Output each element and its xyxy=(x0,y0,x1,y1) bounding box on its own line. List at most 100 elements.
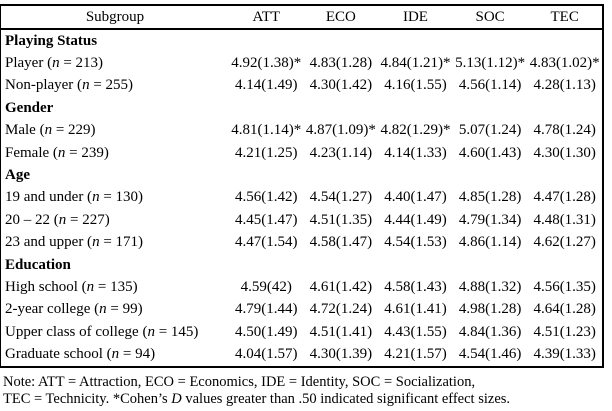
mean-sd-value: 4.54(1.53) xyxy=(384,234,447,251)
subgroup-label-part: = 227) xyxy=(66,211,110,228)
table-row: 19 and under (n = 130) 4.56(1.42) 4.54(1.2… xyxy=(1,187,602,209)
mean-sd-value: 4.98(1.28) xyxy=(458,301,522,318)
table-header-row: Subgroup ATT ECO IDE SOC TEC xyxy=(1,6,602,30)
mean-sd-value: 4.14(1.49) xyxy=(235,77,298,94)
mean-sd-value: 4.84(1.36) xyxy=(458,323,522,340)
subgroup-label-part: Female ( xyxy=(5,144,58,161)
note-line-2-pre: TEC = Technicity. *Cohen’s xyxy=(3,390,172,407)
mean-sd-value: 4.72(1.24) xyxy=(309,301,373,318)
subgroup-label-part: Upper class of college ( xyxy=(5,323,148,340)
mean-sd-value: 4.39(1.33) xyxy=(533,346,596,363)
mean-sd-value: 4.21(1.57) xyxy=(384,346,447,363)
subgroup-label: High school (n = 135) xyxy=(1,279,229,296)
subgroup-label-part: Graduate school ( xyxy=(5,346,112,363)
subgroup-label: Graduate school (n = 94) xyxy=(1,346,229,363)
mean-sd-value: 4.78(1.24) xyxy=(533,122,596,139)
group-header-row: Playing Status xyxy=(1,30,602,52)
subgroup-label-part: High school ( xyxy=(5,278,87,295)
subgroup-label-part: 20 – 22 ( xyxy=(5,211,59,228)
subgroup-label: Player (n = 213) xyxy=(1,55,229,72)
subgroup-label: Female (n = 239) xyxy=(1,145,229,162)
mean-sd-value: 4.88(1.32) xyxy=(458,278,522,295)
mean-sd-value: 4.58(1.43) xyxy=(384,278,447,295)
subgroup-label: 2-year college (n = 99) xyxy=(1,301,229,318)
mean-sd-value: 4.86(1.14) xyxy=(458,234,522,251)
group-title: Age xyxy=(5,167,30,184)
note-line-2-post: values greater than .50 indicated signif… xyxy=(181,390,511,407)
subgroup-label: 19 and under (n = 130) xyxy=(1,189,229,206)
mean-sd-value: 4.82(1.29)* xyxy=(380,122,451,139)
group-title: Education xyxy=(5,256,71,273)
subgroup-label-part: n xyxy=(92,234,100,251)
mean-sd-value: 4.56(1.14) xyxy=(458,77,522,94)
table-row: Graduate school (n = 94) 4.04(1.57) 4.30(1… xyxy=(1,343,602,365)
mean-sd-value: 4.83(1.28) xyxy=(309,55,373,72)
table-row: Non-player (n = 255) 4.14(1.49) 4.30(1.42)… xyxy=(1,75,602,97)
column-header-subgroup: Subgroup xyxy=(85,8,145,25)
subgroup-label: 23 and upper (n = 171) xyxy=(1,234,229,251)
mean-sd-value: 4.56(1.42) xyxy=(235,189,298,206)
subgroup-label: Upper class of college (n = 145) xyxy=(1,324,229,341)
mean-sd-value: 4.64(1.28) xyxy=(533,301,596,318)
mean-sd-value: 4.47(1.54) xyxy=(235,234,298,251)
subgroup-label: 20 – 22 (n = 227) xyxy=(1,212,229,229)
mean-sd-value: 4.45(1.47) xyxy=(235,211,298,228)
subgroup-label-part: = 213) xyxy=(59,55,104,72)
column-header-eco: ECO xyxy=(325,8,356,25)
mean-sd-value: 4.50(1.49) xyxy=(235,323,298,340)
subgroup-label-part: = 99) xyxy=(106,301,143,318)
subgroup-label-part: n xyxy=(57,144,66,161)
subgroup-label-part: = 94) xyxy=(119,346,156,363)
subgroup-label-part: n xyxy=(111,346,120,363)
subgroup-statistics-table: Subgroup ATT ECO IDE SOC TEC Playing Sta… xyxy=(0,4,604,368)
mean-sd-value: 4.92(1.38)* xyxy=(231,55,302,72)
mean-sd-value: 4.28(1.13) xyxy=(533,77,596,94)
mean-sd-value: 4.83(1.02)* xyxy=(529,55,600,72)
group-header-row: Age xyxy=(1,164,602,186)
mean-sd-value: 4.87(1.09)* xyxy=(305,122,376,139)
subgroup-label-part: n xyxy=(52,55,60,72)
table-body: Playing Status Player (n = 213) 4.92(1.38)… xyxy=(1,30,602,366)
subgroup-label: Male (n = 229) xyxy=(1,122,229,139)
subgroup-label-part: = 255) xyxy=(89,77,134,94)
table-row: 23 and upper (n = 171) 4.47(1.54) 4.58(1.4… xyxy=(1,232,602,254)
table-row: Female (n = 239) 4.21(1.25) 4.23(1.14) 4.14… xyxy=(1,142,602,164)
mean-sd-value: 4.16(1.55) xyxy=(384,77,447,94)
mean-sd-value: 4.04(1.57) xyxy=(235,346,298,363)
table-row: Male (n = 229) 4.81(1.14)* 4.87(1.09)* 4.82… xyxy=(1,120,602,142)
subgroup-label-part: = 145) xyxy=(154,323,199,340)
mean-sd-value: 4.79(1.34) xyxy=(458,211,522,228)
mean-sd-value: 4.48(1.31) xyxy=(533,211,596,228)
mean-sd-value: 4.23(1.14) xyxy=(309,144,373,161)
mean-sd-value: 4.61(1.42) xyxy=(309,278,373,295)
subgroup-label-part: 2-year college ( xyxy=(5,301,100,318)
subgroup-label-part: n xyxy=(82,77,90,94)
table-row: Player (n = 213) 4.92(1.38)* 4.83(1.28) 4.8… xyxy=(1,52,602,74)
mean-sd-value: 5.07(1.24) xyxy=(458,122,522,139)
column-header-ide: IDE xyxy=(402,8,428,25)
column-header-att: ATT xyxy=(252,8,281,25)
mean-sd-value: 4.58(1.47) xyxy=(309,234,373,251)
subgroup-label-part: n xyxy=(99,301,107,318)
mean-sd-value: 4.54(1.46) xyxy=(458,346,522,363)
mean-sd-value: 4.30(1.42) xyxy=(309,77,373,94)
mean-sd-value: 4.56(1.35) xyxy=(533,278,596,295)
mean-sd-value: 4.61(1.41) xyxy=(384,301,447,318)
mean-sd-value: 4.51(1.41) xyxy=(309,323,373,340)
mean-sd-value: 4.30(1.30) xyxy=(533,144,596,161)
column-header-tec: TEC xyxy=(550,8,579,25)
mean-sd-value: 4.43(1.55) xyxy=(384,323,447,340)
subgroup-label-part: Non-player ( xyxy=(5,77,83,94)
mean-sd-value: 4.44(1.49) xyxy=(384,211,447,228)
subgroup-label-part: n xyxy=(147,323,155,340)
group-header-row: Gender xyxy=(1,97,602,119)
mean-sd-value: 4.51(1.23) xyxy=(533,323,596,340)
subgroup-label-part: n xyxy=(58,211,67,228)
mean-sd-value: 4.51(1.35) xyxy=(309,211,373,228)
mean-sd-value: 4.47(1.28) xyxy=(533,189,596,206)
table-row: 2-year college (n = 99) 4.79(1.44) 4.72(1.… xyxy=(1,299,602,321)
mean-sd-value: 4.60(1.43) xyxy=(458,144,522,161)
subgroup-label: Non-player (n = 255) xyxy=(1,77,229,94)
note-line-2: TEC = Technicity. *Cohen’s D values grea… xyxy=(3,391,603,408)
